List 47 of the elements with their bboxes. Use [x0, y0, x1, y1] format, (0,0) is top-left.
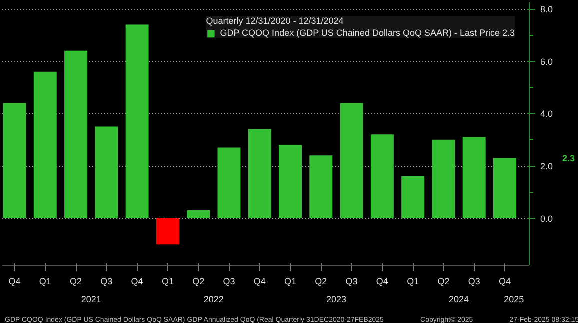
x-tick-label: Q1: [407, 276, 420, 286]
x-tick-label: Q3: [346, 276, 358, 286]
y-tick-label: 4.0: [540, 109, 554, 120]
bar: [64, 50, 88, 218]
y-tick-label: 8.0: [540, 4, 554, 15]
x-tick-label: Q2: [192, 276, 205, 286]
x-tick-label: Q1: [39, 276, 52, 286]
text: 2.3: [562, 154, 576, 164]
text: 2024: [449, 294, 470, 304]
bar: [370, 134, 394, 218]
x-tick-label: Q4: [498, 276, 511, 286]
x-tick-label: Q2: [315, 276, 328, 286]
x-tick-label: Q4: [8, 276, 21, 286]
bar: [187, 210, 210, 218]
legend-title: Quarterly 12/31/2020 - 12/31/2024: [206, 16, 345, 26]
bar: [494, 158, 516, 218]
bar: [340, 103, 364, 218]
x-tick-label: Q4: [376, 276, 388, 286]
bar: [248, 129, 272, 218]
bar: [310, 156, 333, 218]
x-tick-label: Q3: [468, 276, 480, 286]
bar: [432, 140, 456, 218]
y-tick-label: 6.0: [540, 56, 554, 67]
legend-label: GDP CQOQ Index (GDP US Chained Dollars QoQ SAAR) - Last Price 2.3: [220, 28, 515, 38]
bar: [34, 72, 57, 218]
x-tick-label: Q1: [284, 276, 297, 286]
text: 2021: [81, 294, 102, 304]
x-tick-label: Q2: [438, 276, 450, 286]
bar: [462, 137, 486, 218]
x-tick-label: Q4: [131, 276, 144, 286]
y-tick-label: 2.0: [540, 162, 554, 172]
x-tick-label: Q3: [100, 276, 113, 286]
bar: [95, 126, 118, 218]
x-tick-label: Q2: [70, 276, 82, 286]
x-tick-label: Q4: [254, 276, 266, 286]
bar: [126, 24, 149, 218]
text: 2023: [326, 294, 346, 304]
y-tick-label: 0.0: [540, 214, 554, 224]
x-tick-label: Q1: [162, 276, 174, 286]
bar: [279, 145, 302, 218]
text: 2025: [504, 294, 524, 304]
bar: [218, 148, 241, 218]
bar: [3, 103, 26, 218]
text: 2022: [204, 294, 224, 304]
bar: [156, 218, 180, 245]
x-tick-label: Q3: [223, 276, 236, 286]
bar: [402, 176, 425, 218]
